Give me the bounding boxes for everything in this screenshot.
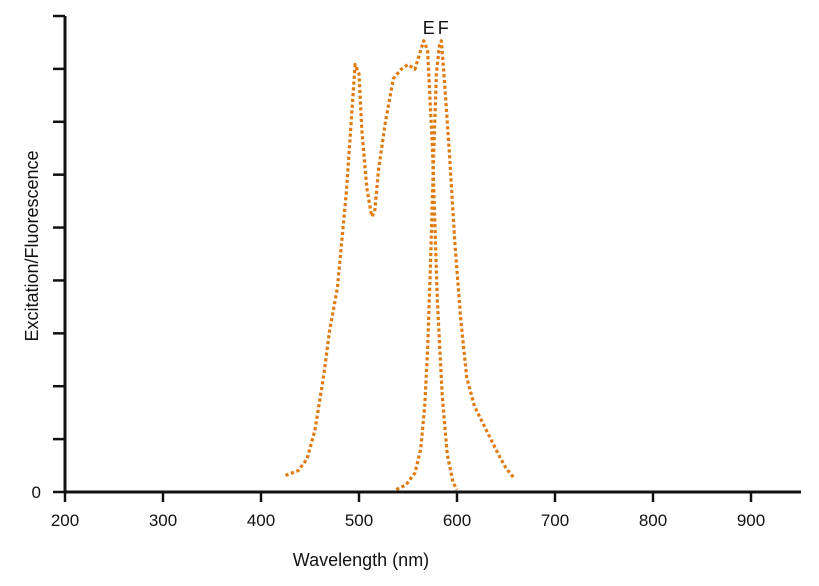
curve-label-f: F <box>438 18 449 38</box>
x-tick-label-300: 300 <box>149 511 177 530</box>
x-axis-title: Wavelength (nm) <box>293 550 429 570</box>
x-tick-label-900: 900 <box>737 511 765 530</box>
y-axis-title: Excitation/Fluorescence <box>22 150 42 341</box>
x-tick-label-400: 400 <box>247 511 275 530</box>
y-tick-label-0: 0 <box>32 483 41 502</box>
series-line-f <box>395 39 516 492</box>
x-tick-label-600: 600 <box>443 511 471 530</box>
x-tick-label-200: 200 <box>51 511 79 530</box>
axes: 200 300 400 500 600 700 800 900 0 <box>32 14 801 530</box>
curve-label-e: E <box>423 18 435 38</box>
x-tick-label-800: 800 <box>639 511 667 530</box>
x-tick-label-500: 500 <box>345 511 373 530</box>
x-tick-label-700: 700 <box>541 511 569 530</box>
